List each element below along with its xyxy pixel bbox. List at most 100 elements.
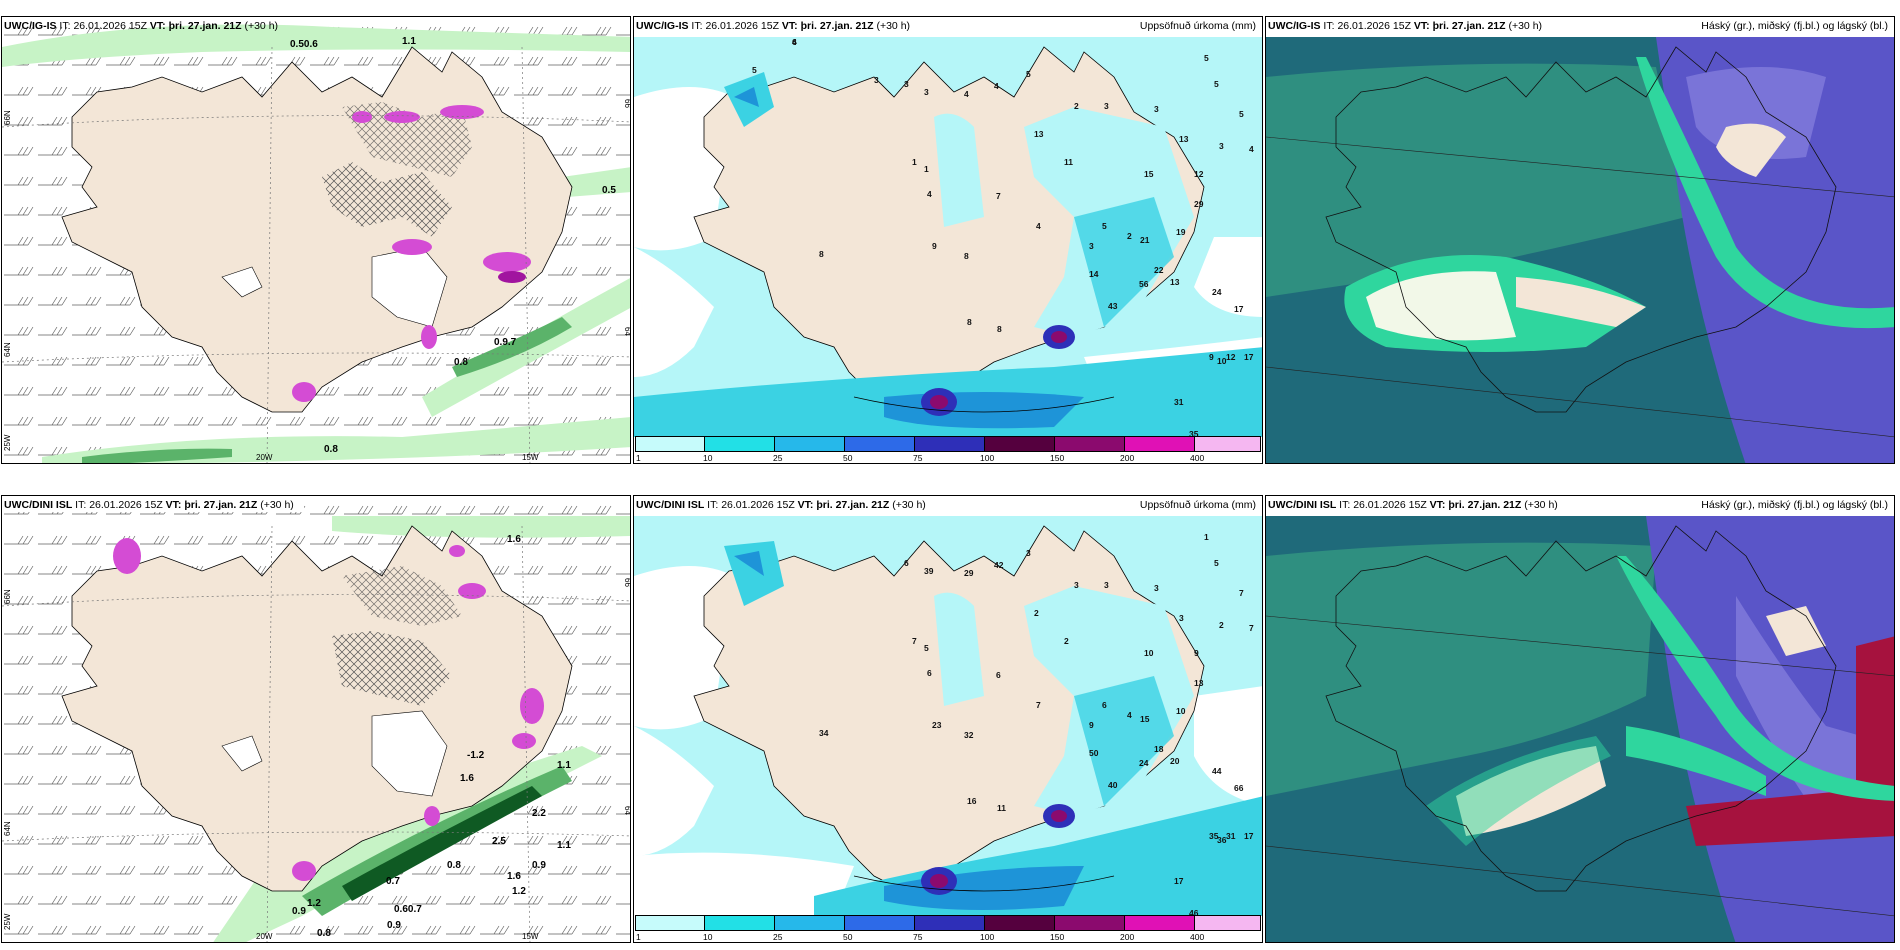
lon-label-20w: 20W xyxy=(256,932,273,941)
precip-value-label: 17 xyxy=(1174,876,1184,886)
precip-value-label: 23 xyxy=(932,720,942,730)
precip-value-label: 3 xyxy=(1104,101,1109,111)
precip-value-label: 5 xyxy=(1026,69,1031,79)
panel-title: Uppsöfnuð úrkoma (mm) xyxy=(1139,499,1256,511)
panel-header: UWC/DINI ISL IT: 26.01.2026 15Z VT: þri.… xyxy=(4,499,304,512)
precip-value-label: 8 xyxy=(967,317,972,327)
precip-value-label: 50 xyxy=(1089,748,1099,758)
colorbar-tick: 200 xyxy=(1120,453,1135,463)
colorbar-tick: 10 xyxy=(703,453,713,463)
precip-value-label: 11 xyxy=(1064,157,1073,167)
cloud-map xyxy=(1266,37,1894,463)
value-label: 0.60.7 xyxy=(394,904,422,915)
precip-value-label: 5 xyxy=(924,643,929,653)
precip-value-label: 9 xyxy=(1089,720,1094,730)
precip-value-label: 13 xyxy=(1194,678,1204,688)
precip-colorbar: 1 10 25 50 75 100 150 200 400 xyxy=(635,915,1261,942)
value-label: 0.8 xyxy=(324,444,338,455)
precip-value-label: 3 xyxy=(1026,548,1031,558)
precip-value-label: 12 xyxy=(1194,169,1204,179)
precip-value-label: 6 xyxy=(1102,700,1107,710)
precip-value-label: 39 xyxy=(924,566,934,576)
precip-value-label: 20 xyxy=(1170,756,1180,766)
colorbar-swatch xyxy=(845,915,915,931)
value-label: 0.8 xyxy=(454,357,468,368)
map-panel-wind-bottom: UWC/DINI ISL IT: 26.01.2026 15Z VT: þri.… xyxy=(1,495,631,943)
precip-value-label: 2 xyxy=(1127,231,1132,241)
lat-label-64n: 64N xyxy=(3,821,12,836)
precip-value-label: 35 xyxy=(1209,831,1219,841)
colorbar-swatch xyxy=(845,436,915,452)
value-label: 0.7 xyxy=(386,876,400,887)
colorbar-swatch xyxy=(985,436,1055,452)
precip-value-label: 4 xyxy=(1249,144,1254,154)
precip-value-label: 5 xyxy=(1239,109,1244,119)
precip-value-label: 8 xyxy=(997,324,1002,334)
precip-value-label: 6 xyxy=(927,668,932,678)
precip-value-label: 6 xyxy=(904,558,909,568)
map-panel-precip-top: UWC/IG-IS IT: 26.01.2026 15Z VT: þri. 27… xyxy=(633,16,1263,464)
precip-value-label: 13 xyxy=(1179,134,1189,144)
wind-map: 1.6 -1.2 1.1 1.6 2.5 1.1 0.9 1.6 1.2 0.7… xyxy=(2,496,630,942)
right-lat-label: 66 xyxy=(623,99,631,108)
precip-value-label: 3 xyxy=(874,75,879,85)
precip-value-label: 3 xyxy=(1179,613,1184,623)
colorbar-swatch xyxy=(985,915,1055,931)
precip-value-label: 22 xyxy=(1154,265,1164,275)
precip-value-label: 1 xyxy=(1204,532,1209,542)
precip-value-label: 1 xyxy=(912,157,917,167)
colorbar-tick: 100 xyxy=(980,932,995,942)
precip-value-label: 17 xyxy=(1234,304,1244,314)
precip-value-label: 46 xyxy=(1189,908,1199,918)
cloud-map xyxy=(1266,516,1894,942)
precip-value-label: 7 xyxy=(912,636,917,646)
precip-value-label: 10 xyxy=(1176,706,1186,716)
precip-value-label: 19 xyxy=(1176,227,1186,237)
precip-value-label: 31 xyxy=(1174,397,1184,407)
precip-value-label: 7 xyxy=(1249,623,1254,633)
precip-value-label: 56 xyxy=(1139,279,1149,289)
precip-value-label: 40 xyxy=(1108,780,1118,790)
colorbar-swatch xyxy=(1125,915,1195,931)
precip-colorbar: 1 10 25 50 75 100 150 200 400 xyxy=(635,436,1261,463)
precip-value-label: 42 xyxy=(994,560,1004,570)
precip-value-label: 10 xyxy=(1144,648,1154,658)
value-label: 0.5 xyxy=(602,185,616,196)
lon-label-15w: 15W xyxy=(522,932,539,941)
precip-value-label: 9 xyxy=(1209,352,1214,362)
precip-value-label: 3 xyxy=(1074,580,1079,590)
precip-value-label: 11 xyxy=(997,803,1006,813)
precip-value-label: 5 xyxy=(752,65,757,75)
lon-label-15w: 15W xyxy=(522,453,539,462)
precip-value-label: 3 xyxy=(1154,104,1159,114)
precip-value-label: 4 xyxy=(1036,221,1041,231)
precip-value-label: 3 xyxy=(904,79,909,89)
lat-label-66n: 66N xyxy=(3,589,12,604)
precip-value-label: 43 xyxy=(1108,301,1118,311)
precip-value-label: 18 xyxy=(1154,744,1164,754)
panel-header: UWC/DINI ISL IT: 26.01.2026 15Z VT: þri.… xyxy=(1268,499,1558,512)
colorbar-swatch xyxy=(775,436,845,452)
value-label: 1.6 xyxy=(507,534,521,545)
value-label: 1.1 xyxy=(557,760,571,771)
precip-value-label: 6 xyxy=(792,37,797,47)
panel-header: UWC/IG-IS IT: 26.01.2026 15Z VT: þri. 27… xyxy=(4,20,279,32)
precip-value-label: 32 xyxy=(964,730,974,740)
colorbar-tick: 400 xyxy=(1190,453,1205,463)
value-label: 0.8 xyxy=(447,860,461,871)
precip-value-label: 4 xyxy=(1127,710,1132,720)
colorbar-swatch xyxy=(1055,915,1125,931)
precip-value-label: 7 xyxy=(1239,588,1244,598)
colorbar-tick: 25 xyxy=(773,932,783,942)
value-label: -1.2 xyxy=(467,750,485,761)
precip-value-label: 9 xyxy=(932,241,937,251)
precip-value-label: 4 xyxy=(964,89,969,99)
colorbar-tick: 25 xyxy=(773,453,783,463)
precip-value-label: 10 xyxy=(1217,356,1227,366)
lat-label-64n: 64N xyxy=(3,342,12,357)
colorbar-tick: 75 xyxy=(913,932,923,942)
precip-value-label: 7 xyxy=(996,191,1001,201)
value-label: 2.2 xyxy=(532,808,546,819)
